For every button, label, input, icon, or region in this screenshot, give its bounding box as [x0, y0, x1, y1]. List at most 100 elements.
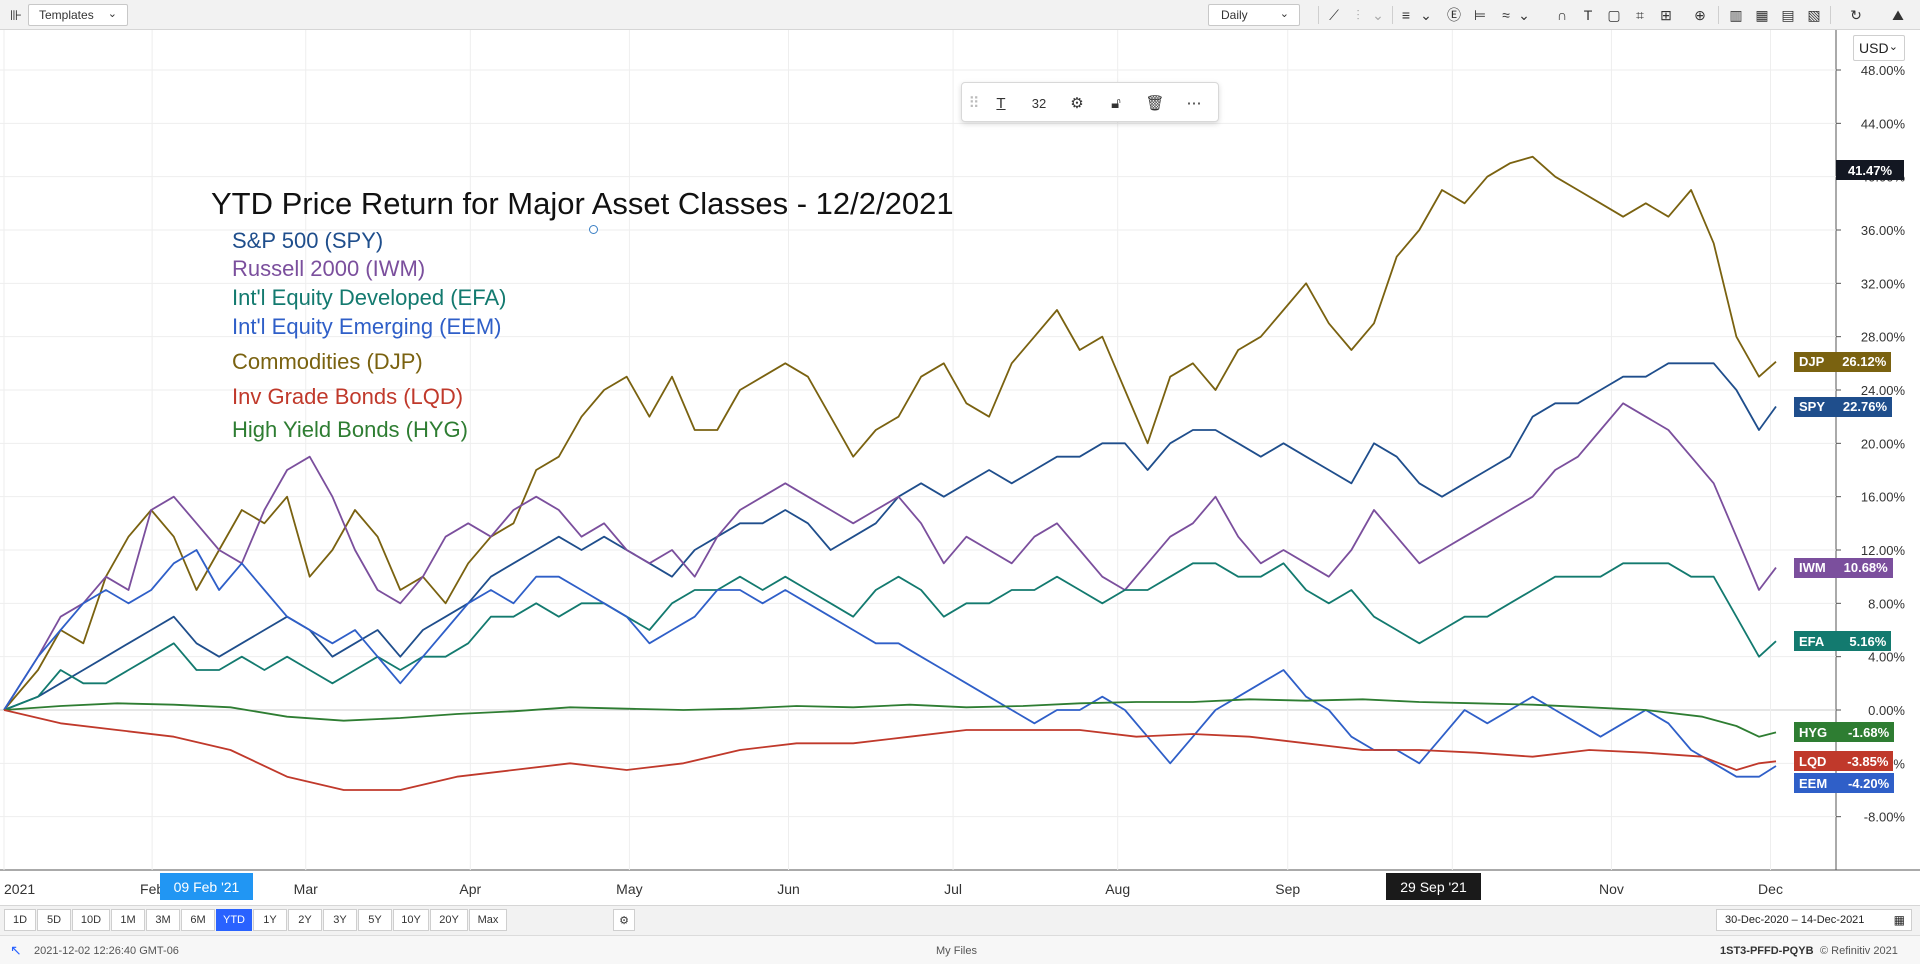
legend-line-iwm: Russell 2000 (IWM): [232, 256, 426, 281]
series-tag-djp: DJP 26.12%: [1794, 351, 1892, 372]
series-line-efa[interactable]: [3, 562, 1777, 711]
series-line-lqd[interactable]: [3, 709, 1777, 791]
series-line-spy[interactable]: [3, 362, 1777, 711]
line-chart-icon[interactable]: ⟋: [1329, 6, 1339, 23]
top-toolbar: ⊪ Templates ⌄ Daily ⌄ ⟋ ⫶ ⌄ ≡ ⌄ Ⓔ ⊨ ≈ ⌄ …: [0, 0, 1920, 30]
date-range-picker[interactable]: 30-Dec-2020 – 14-Dec-2021 ▦: [1716, 909, 1912, 931]
chart-area[interactable]: 48.00%44.00%40.00%36.00%32.00%28.00%24.0…: [0, 30, 1920, 905]
gear-icon[interactable]: ⚙: [613, 909, 635, 931]
range-button-ytd[interactable]: YTD: [216, 909, 252, 931]
x-tick-label: May: [616, 881, 642, 897]
range-button-10y[interactable]: 10Y: [393, 909, 429, 931]
chevron-down-icon: ⌄: [107, 8, 117, 20]
copyright: © Refinitiv 2021: [1820, 945, 1898, 957]
y-tick-label: 4.00%: [1868, 650, 1905, 665]
currency-dropdown[interactable]: USD ⌄: [1853, 35, 1905, 61]
chart-annotation-title[interactable]: YTD Price Return for Major Asset Classes…: [211, 186, 954, 221]
series-line-hyg[interactable]: [3, 698, 1777, 738]
series-tag-spy: SPY 22.76%: [1794, 396, 1893, 417]
status-bar: ↖ 2021-12-02 12:26:40 GMT-06 My Files 1S…: [0, 935, 1920, 964]
legend-line-lqd: Inv Grade Bonds (LQD): [232, 384, 464, 409]
range-button-max[interactable]: Max: [469, 909, 507, 931]
wave-icon[interactable]: ≈: [1502, 7, 1510, 23]
series-tag-symbol: EFA: [1799, 633, 1825, 649]
legend-line-djp: Commodities (DJP): [232, 349, 423, 374]
range-bar: 1D 5D 10D 1M 3M 6M YTD 1Y 2Y 3Y 5Y 10Y 20Y Max ⚙ 30-D…: [0, 905, 1920, 935]
range-button-10d[interactable]: 10D: [72, 909, 110, 931]
shape-icon[interactable]: ▢: [1607, 6, 1621, 23]
series-tag-hyg: HYG -1.68%: [1794, 722, 1895, 743]
zoom-icon[interactable]: ⊕: [1694, 6, 1706, 23]
range-button-3y[interactable]: 3Y: [323, 909, 357, 931]
x-tick-label: Aug: [1105, 881, 1130, 897]
interval-label: Daily: [1221, 8, 1248, 22]
font-size-button[interactable]: 32: [1031, 95, 1047, 111]
chevron-down-icon[interactable]: ⌄: [1518, 6, 1530, 23]
timestamp: 2021-12-02 12:26:40 GMT-06: [34, 945, 179, 957]
range-button-5y[interactable]: 5Y: [358, 909, 392, 931]
series-tag-value: 26.12%: [1842, 354, 1887, 370]
refresh-icon[interactable]: ↻: [1850, 6, 1862, 23]
layers-icon[interactable]: ≡: [1401, 7, 1411, 23]
price-chart[interactable]: 48.00%44.00%40.00%36.00%32.00%28.00%24.0…: [0, 30, 1920, 905]
range-button-20y[interactable]: 20Y: [430, 909, 468, 931]
gear-icon[interactable]: ⚙: [1070, 95, 1084, 112]
events-icon[interactable]: Ⓔ: [1447, 7, 1461, 23]
fibonacci-icon[interactable]: ⊨: [1473, 6, 1487, 23]
sidebar-toggle-icon[interactable]: ⊪: [9, 6, 23, 23]
range-button-5d[interactable]: 5D: [37, 909, 71, 931]
legend-line-efa: Int'l Equity Developed (EFA): [232, 285, 507, 310]
magnet-icon[interactable]: ∩: [1556, 7, 1568, 23]
x-tick-label: Mar: [294, 881, 318, 897]
series-tag-value: -1.68%: [1847, 724, 1890, 740]
compare-icon[interactable]: ⫶: [1356, 6, 1360, 23]
legend-line-hyg: High Yield Bonds (HYG): [232, 417, 468, 442]
document-code: 1ST3-PFFD-PQYB: [1720, 945, 1814, 957]
news-icon[interactable]: ▤: [1781, 6, 1795, 23]
my-files-link[interactable]: My Files: [936, 945, 977, 957]
y-tick-label: 44.00%: [1861, 116, 1906, 131]
crosshair-value-label: 41.47%: [1836, 160, 1904, 180]
date-range-text: 30-Dec-2020 – 14-Dec-2021: [1725, 914, 1865, 926]
text-tool-icon[interactable]: T: [1583, 7, 1593, 23]
range-button-2y[interactable]: 2Y: [288, 909, 322, 931]
chevron-down-icon[interactable]: ⌄: [1372, 6, 1384, 23]
toolbar-divider: [1392, 6, 1393, 24]
y-tick-label: 28.00%: [1861, 330, 1906, 345]
table-icon[interactable]: ▦: [1755, 6, 1769, 23]
y-tick-label: 32.00%: [1861, 276, 1906, 291]
series-line-djp[interactable]: [3, 155, 1777, 711]
y-tick-label: 16.00%: [1861, 490, 1906, 505]
series-tag-value: 22.76%: [1842, 399, 1888, 415]
text-edit-toolbar: ⠿ T 32 ⚙ 🔓︎ 🗑︎ ⋯: [961, 82, 1219, 122]
unlock-icon[interactable]: 🔓︎: [1111, 94, 1121, 112]
range-button-3m[interactable]: 3M: [146, 909, 180, 931]
y-tick-label: 20.00%: [1861, 436, 1906, 451]
interval-dropdown[interactable]: Daily ⌄: [1208, 4, 1300, 26]
annotation-handle[interactable]: [589, 225, 598, 234]
bar-chart-icon[interactable]: ▥: [1729, 6, 1743, 23]
range-button-1y[interactable]: 1Y: [253, 909, 287, 931]
range-button-1d[interactable]: 1D: [4, 909, 36, 931]
toolbar-divider: [1718, 6, 1719, 24]
series-line-eem[interactable]: [3, 549, 1777, 778]
series-tag-symbol: LQD: [1799, 753, 1827, 769]
drag-handle-icon[interactable]: ⠿: [968, 95, 980, 112]
export-icon[interactable]: ▧: [1807, 6, 1821, 23]
chevron-down-icon[interactable]: ⌄: [1420, 6, 1432, 23]
series-tag-iwm: IWM 10.68%: [1794, 557, 1893, 578]
cursor-icon[interactable]: ↖: [10, 942, 22, 958]
series-line-iwm[interactable]: [3, 402, 1777, 711]
templates-dropdown[interactable]: Templates ⌄: [28, 4, 128, 26]
range-button-1m[interactable]: 1M: [111, 909, 145, 931]
more-icon[interactable]: ⋯: [1186, 95, 1202, 112]
y-tick-label: -8.00%: [1864, 810, 1906, 825]
range-button-6m[interactable]: 6M: [181, 909, 215, 931]
series-tag-lqd: LQD -3.85%: [1794, 751, 1894, 772]
text-color-icon[interactable]: T: [996, 94, 1006, 112]
trash-icon[interactable]: 🗑︎: [1145, 95, 1165, 112]
series-tag-symbol: SPY: [1799, 399, 1826, 415]
measure-icon[interactable]: ⊞: [1660, 6, 1672, 23]
crop-icon[interactable]: ⌗: [1636, 6, 1644, 23]
templates-label: Templates: [39, 8, 94, 22]
